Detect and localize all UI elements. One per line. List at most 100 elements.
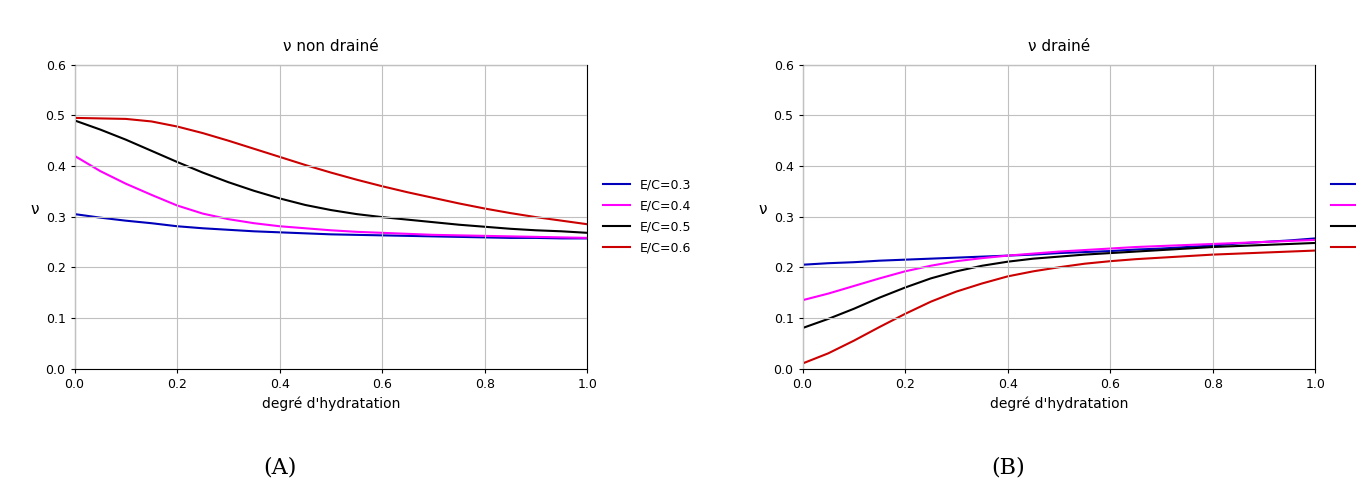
E/C=0.4 — [999, 252, 1016, 258]
E/C=0.4 — [974, 255, 990, 261]
E/C=0.6 — [245, 146, 262, 152]
E/C=0.4 — [898, 268, 914, 274]
E/C=0.4 — [1128, 244, 1144, 250]
E/C=0.6 — [1204, 251, 1220, 257]
E/C=0.6 — [92, 116, 108, 122]
E/C=0.3 — [476, 235, 492, 241]
E/C=0.3 — [1307, 236, 1323, 242]
E/C=0.3 — [502, 235, 518, 241]
E/C=0.6 — [271, 154, 287, 160]
E/C=0.6 — [118, 116, 134, 122]
E/C=0.4 — [872, 275, 888, 281]
E/C=0.4 — [1281, 238, 1298, 244]
E/C=0.6 — [170, 124, 186, 129]
E/C=0.6 — [1025, 268, 1041, 274]
E/C=0.4 — [220, 216, 236, 222]
E/C=0.5 — [1230, 243, 1246, 249]
E/C=0.5 — [400, 217, 416, 223]
E/C=0.4 — [144, 192, 160, 198]
E/C=0.6 — [846, 338, 862, 344]
E/C=0.4 — [553, 235, 570, 241]
E/C=0.5 — [170, 159, 186, 165]
E/C=0.6 — [1230, 250, 1246, 256]
E/C=0.3 — [527, 235, 544, 241]
E/C=0.5 — [323, 207, 339, 213]
E/C=0.3 — [297, 231, 313, 237]
E/C=0.4 — [948, 258, 964, 264]
E/C=0.5 — [92, 126, 108, 132]
E/C=0.5 — [922, 275, 938, 281]
E/C=0.6 — [1154, 254, 1170, 260]
E/C=0.6 — [1307, 248, 1323, 253]
Line: E/C=0.3: E/C=0.3 — [75, 214, 587, 239]
E/C=0.4 — [1230, 240, 1246, 246]
E/C=0.4 — [400, 231, 416, 237]
E/C=0.6 — [579, 221, 595, 227]
E/C=0.3 — [144, 220, 160, 226]
E/C=0.4 — [66, 153, 83, 159]
E/C=0.6 — [1102, 258, 1119, 264]
E/C=0.5 — [1102, 250, 1119, 256]
E/C=0.3 — [999, 252, 1016, 258]
E/C=0.5 — [898, 284, 914, 290]
E/C=0.3 — [66, 211, 83, 217]
E/C=0.3 — [323, 232, 339, 238]
E/C=0.5 — [1307, 240, 1323, 246]
E/C=0.5 — [999, 258, 1016, 264]
E/C=0.6 — [948, 288, 964, 294]
E/C=0.3 — [1154, 246, 1170, 251]
E/C=0.3 — [245, 228, 262, 234]
Text: (B): (B) — [991, 456, 1025, 478]
E/C=0.6 — [527, 214, 544, 220]
Title: ν non drainé: ν non drainé — [283, 39, 378, 54]
E/C=0.5 — [1128, 249, 1144, 254]
E/C=0.4 — [1077, 247, 1093, 253]
E/C=0.3 — [452, 234, 468, 240]
E/C=0.4 — [195, 211, 212, 217]
E/C=0.4 — [92, 168, 108, 174]
E/C=0.6 — [195, 130, 212, 136]
Title: ν drainé: ν drainé — [1028, 39, 1090, 54]
E/C=0.4 — [170, 203, 186, 209]
E/C=0.5 — [452, 222, 468, 228]
E/C=0.3 — [1051, 250, 1067, 256]
E/C=0.6 — [872, 324, 888, 330]
E/C=0.4 — [820, 291, 837, 297]
Line: E/C=0.5: E/C=0.5 — [75, 121, 587, 233]
E/C=0.5 — [66, 118, 83, 124]
E/C=0.5 — [502, 226, 518, 232]
E/C=0.3 — [374, 233, 391, 239]
E/C=0.6 — [144, 119, 160, 124]
E/C=0.4 — [271, 223, 287, 229]
Line: E/C=0.4: E/C=0.4 — [75, 156, 587, 238]
E/C=0.6 — [66, 115, 83, 121]
E/C=0.3 — [170, 223, 186, 229]
E/C=0.6 — [898, 311, 914, 317]
E/C=0.5 — [1025, 255, 1041, 261]
E/C=0.3 — [898, 256, 914, 262]
E/C=0.5 — [144, 148, 160, 154]
E/C=0.5 — [1077, 251, 1093, 257]
E/C=0.6 — [974, 280, 990, 286]
E/C=0.6 — [220, 137, 236, 143]
E/C=0.3 — [846, 259, 862, 265]
E/C=0.5 — [297, 202, 313, 208]
E/C=0.6 — [426, 195, 442, 201]
E/C=0.3 — [118, 218, 134, 224]
E/C=0.4 — [476, 233, 492, 239]
E/C=0.5 — [579, 230, 595, 236]
E/C=0.4 — [374, 230, 391, 236]
E/C=0.4 — [348, 229, 365, 235]
Line: E/C=0.4: E/C=0.4 — [803, 240, 1315, 300]
E/C=0.4 — [1102, 246, 1119, 251]
E/C=0.4 — [297, 225, 313, 231]
E/C=0.3 — [1178, 244, 1195, 250]
E/C=0.4 — [452, 233, 468, 239]
E/C=0.4 — [579, 235, 595, 241]
E/C=0.6 — [476, 206, 492, 212]
E/C=0.3 — [948, 254, 964, 260]
E/C=0.5 — [1178, 246, 1195, 251]
E/C=0.3 — [579, 236, 595, 242]
E/C=0.4 — [1025, 250, 1041, 256]
E/C=0.5 — [220, 179, 236, 185]
